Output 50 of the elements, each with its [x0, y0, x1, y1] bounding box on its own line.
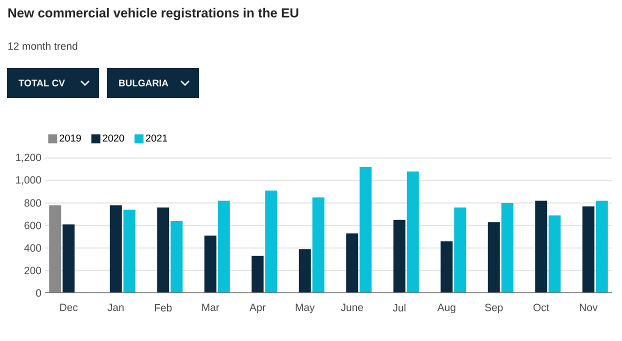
- chart-subtitle: 12 month trend: [8, 42, 78, 50]
- x-tick-label: Jan: [108, 304, 124, 312]
- y-tick-label: 1,000: [16, 176, 42, 185]
- bar: [548, 215, 561, 294]
- legend-label: 2019: [60, 134, 81, 142]
- bar: [440, 241, 453, 294]
- y-tick-label: 200: [24, 266, 42, 274]
- x-tick-label: May: [296, 304, 315, 314]
- y-tick-label: 800: [24, 199, 42, 207]
- text: TOTAL CV: [18, 80, 65, 86]
- bar: [393, 220, 406, 294]
- x-tick-label: Sep: [485, 304, 503, 314]
- legend-label: 2021: [146, 134, 168, 142]
- bar: [252, 256, 264, 294]
- bar: [488, 222, 500, 294]
- legend-label: 2020: [102, 134, 124, 142]
- y-tick-label: 600: [24, 222, 42, 230]
- bar: [360, 167, 372, 294]
- bar: [218, 200, 230, 294]
- y-tick-label: 1,200: [16, 154, 42, 162]
- bar: [346, 233, 358, 294]
- bar: [535, 200, 548, 294]
- bar: [454, 208, 466, 294]
- x-tick-label: Mar: [202, 304, 220, 312]
- bar: [49, 205, 62, 294]
- bar: [170, 221, 183, 294]
- x-tick-label: Dec: [60, 304, 78, 312]
- bar: [582, 206, 594, 294]
- y-tick-label: 400: [24, 244, 42, 252]
- bar: [265, 190, 278, 294]
- bar: [123, 210, 136, 294]
- bar: [62, 224, 75, 294]
- bar: [406, 172, 419, 294]
- x-tick-label: Feb: [154, 304, 172, 312]
- bar: [312, 197, 324, 294]
- bar: [298, 249, 311, 294]
- x-tick-label: Aug: [437, 304, 456, 314]
- x-tick-label: Oct: [534, 304, 550, 312]
- x-tick-label: Apr: [250, 304, 266, 314]
- x-tick-label: June: [340, 304, 363, 312]
- bar: [596, 200, 608, 294]
- text: BULGARIA: [119, 80, 168, 86]
- bar: [110, 205, 122, 294]
- chart-title: New commercial vehicle registrations in the EU: [8, 8, 298, 20]
- x-tick-label: Jul: [392, 304, 406, 312]
- bar: [157, 208, 170, 294]
- x-tick-label: Nov: [580, 304, 598, 312]
- bar: [501, 203, 514, 294]
- y-tick-label: 0: [36, 289, 42, 297]
- bar: [204, 236, 216, 294]
